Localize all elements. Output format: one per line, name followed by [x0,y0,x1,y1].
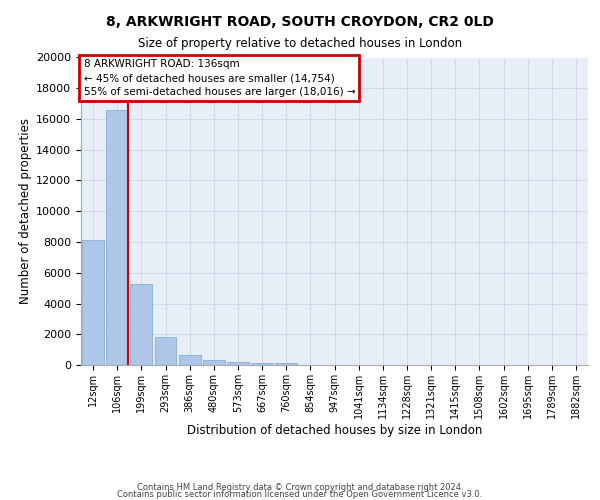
Text: Contains HM Land Registry data © Crown copyright and database right 2024.: Contains HM Land Registry data © Crown c… [137,484,463,492]
Text: 8 ARKWRIGHT ROAD: 136sqm
← 45% of detached houses are smaller (14,754)
55% of se: 8 ARKWRIGHT ROAD: 136sqm ← 45% of detach… [83,59,355,97]
Bar [106,110,128,365]
Bar [155,338,176,365]
Bar [251,363,273,365]
Bar [130,284,152,365]
Bar [203,360,224,365]
Text: Contains public sector information licensed under the Open Government Licence v3: Contains public sector information licen… [118,490,482,499]
Bar [82,240,104,365]
Bar [179,355,200,365]
Text: Size of property relative to detached houses in London: Size of property relative to detached ho… [138,38,462,51]
Text: 8, ARKWRIGHT ROAD, SOUTH CROYDON, CR2 0LD: 8, ARKWRIGHT ROAD, SOUTH CROYDON, CR2 0L… [106,15,494,29]
Y-axis label: Number of detached properties: Number of detached properties [19,118,32,304]
Bar [227,362,249,365]
Bar [275,364,297,365]
X-axis label: Distribution of detached houses by size in London: Distribution of detached houses by size … [187,424,482,436]
